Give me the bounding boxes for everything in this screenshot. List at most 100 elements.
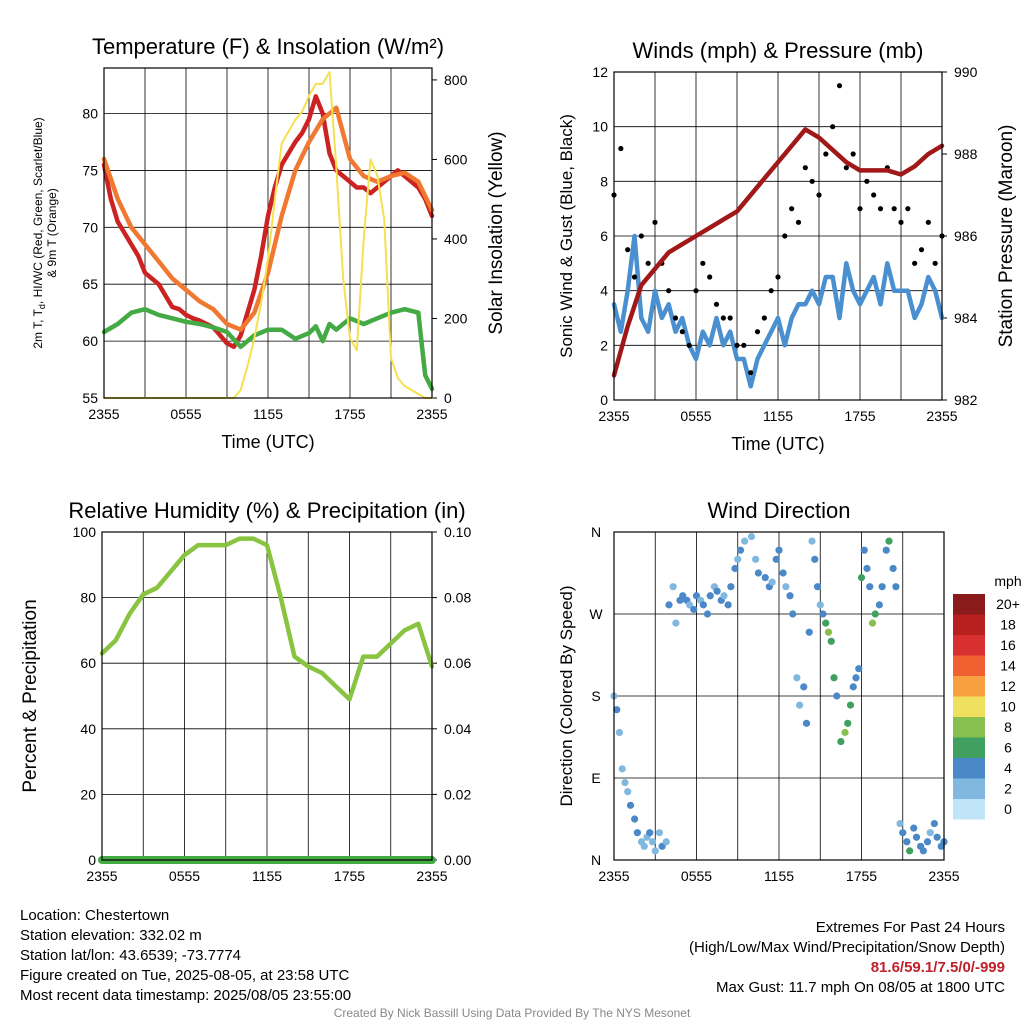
data-point (857, 206, 863, 212)
data-point (752, 555, 760, 563)
data-point (658, 842, 666, 850)
data-point (852, 674, 860, 682)
data-point (700, 260, 706, 266)
y-axis-label: Percent & Precipitation (20, 599, 41, 792)
data-point (652, 219, 658, 225)
data-point (849, 683, 857, 691)
y2-tick-label: 400 (444, 231, 468, 247)
data-point (811, 555, 819, 563)
legend-label: 18 (1000, 617, 1016, 633)
data-point (933, 833, 941, 841)
data-point (809, 178, 815, 184)
data-point (633, 829, 641, 837)
data-point (930, 819, 938, 828)
data-point (793, 674, 801, 682)
station-location: Location: Chestertown (20, 907, 170, 924)
data-point (866, 583, 874, 591)
data-point (706, 592, 714, 600)
y-tick-label: E (591, 770, 600, 786)
y-tick-label: 80 (82, 106, 98, 122)
data-point (885, 537, 893, 545)
y-tick-label: 10 (592, 119, 608, 135)
data-point (775, 274, 781, 280)
data-point (720, 592, 728, 600)
data-point (707, 274, 713, 280)
data-point (786, 592, 794, 600)
chart-panel-1: Winds (mph) & Pressure (mb) 2355 0555 1155 1… (557, 38, 1017, 454)
data-point (648, 838, 657, 846)
data-point (693, 288, 699, 294)
y2-tick-label: 0.00 (444, 852, 471, 868)
station-elevation: Station elevation: 332.02 m (20, 927, 202, 944)
y2-axis-label: Solar Insolation (Yellow) (486, 131, 507, 334)
y-tick-label: 55 (82, 390, 98, 406)
y2-axis-label: Station Pressure (Maroon) (996, 125, 1017, 348)
data-point (878, 583, 886, 591)
y-tick-label: 2 (600, 337, 608, 353)
legend-label: 20+ (996, 596, 1020, 612)
y2-tick-label: 0.10 (444, 524, 471, 540)
series-line (611, 127, 945, 378)
data-point (741, 537, 749, 545)
data-point (645, 260, 651, 266)
data-point (899, 829, 907, 837)
y2-tick-label: 800 (444, 72, 468, 88)
data-point (925, 219, 931, 225)
data-point (741, 342, 747, 348)
data-point (827, 637, 835, 645)
y-axis-label: Sonic Wind & Gust (Blue, Black) (557, 114, 576, 358)
legend-title: mph (994, 573, 1021, 589)
recent-timestamp: Most recent data timestamp: 2025/08/05 2… (20, 987, 352, 1004)
x-tick-label: 2355 (926, 408, 957, 424)
y-tick-label: N (591, 852, 601, 868)
y-tick-label: 8 (600, 173, 608, 189)
data-point (923, 838, 932, 846)
y-axis-label: 2m T, Td, HI/WC (Red, Green, Scarlet/Blu… (31, 117, 47, 348)
x-tick-label: 1755 (334, 868, 365, 884)
max-gust: Max Gust: 11.7 mph On 08/05 at 1800 UTC (715, 979, 1005, 996)
x-tick-label: 1755 (844, 408, 875, 424)
data-point (772, 555, 780, 563)
data-point (651, 847, 659, 855)
data-point (926, 829, 934, 837)
data-point (918, 247, 925, 253)
legend-swatch (953, 594, 985, 615)
extremes-values: 81.6/59.1/7.5/0/-999 (870, 959, 1005, 976)
data-point (919, 847, 927, 855)
legend-swatch (953, 614, 985, 635)
legend-swatch (953, 635, 985, 656)
y2-tick-label: 982 (954, 392, 978, 408)
y-tick-label: 0 (600, 392, 608, 408)
chart-panel-0: Temperature (F) & Insolation (W/m²)2355 0… (31, 34, 507, 452)
data-point (672, 315, 679, 321)
data-point (802, 165, 808, 171)
y-tick-label: 65 (82, 276, 98, 292)
data-point (912, 260, 918, 266)
data-point (699, 601, 707, 609)
data-point (813, 583, 822, 591)
chart-title: Wind Direction (707, 498, 850, 523)
plot-frame (103, 67, 433, 399)
data-point (841, 728, 849, 737)
data-point (875, 601, 883, 609)
data-point (672, 619, 680, 627)
figure-created: Figure created on Tue, 2025-08-05, at 23… (20, 967, 350, 984)
data-point (782, 233, 788, 239)
data-point (830, 674, 838, 682)
data-point (833, 692, 841, 700)
data-point (816, 601, 824, 609)
series-line (99, 536, 435, 702)
series-line (611, 233, 945, 389)
data-point (844, 719, 852, 727)
data-point (646, 829, 654, 837)
data-point (932, 260, 938, 266)
speed-legend: mph 20+ 18 16 14 12 10 8 6 4 2 0 (953, 573, 1022, 820)
chart-title: Temperature (F) & Insolation (W/m²) (92, 34, 444, 59)
data-point (720, 315, 726, 321)
data-point (846, 701, 855, 709)
data-point (905, 206, 911, 212)
data-point (789, 206, 795, 212)
y-tick-label: 60 (80, 655, 96, 671)
data-point (855, 665, 863, 673)
